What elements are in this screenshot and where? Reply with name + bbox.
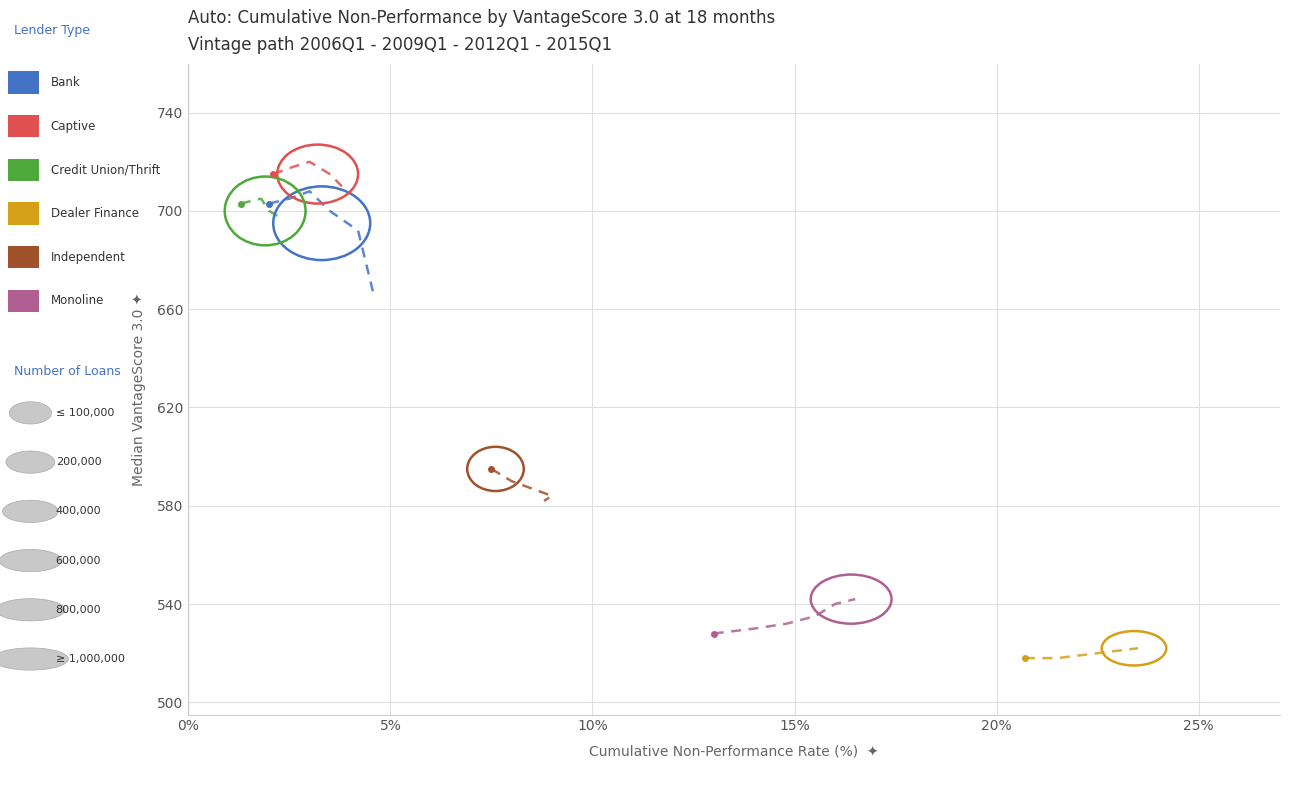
Text: Number of Loans: Number of Loans: [13, 365, 121, 378]
Ellipse shape: [3, 500, 58, 522]
Ellipse shape: [0, 599, 65, 621]
Ellipse shape: [9, 402, 52, 424]
Text: Independent: Independent: [51, 251, 126, 264]
Text: Monoline: Monoline: [51, 295, 104, 307]
Text: Auto: Cumulative Non-Performance by VantageScore 3.0 at 18 months
Vintage path 2: Auto: Cumulative Non-Performance by Vant…: [188, 10, 776, 54]
Text: 800,000: 800,000: [56, 605, 101, 615]
Bar: [8, 202, 39, 225]
Bar: [8, 246, 39, 268]
Text: Dealer Finance: Dealer Finance: [51, 207, 139, 220]
Text: Lender Type: Lender Type: [13, 24, 90, 37]
Bar: [8, 159, 39, 181]
Bar: [8, 115, 39, 137]
Text: ≥ 1,000,000: ≥ 1,000,000: [56, 654, 125, 664]
Bar: [8, 290, 39, 312]
Text: 400,000: 400,000: [56, 507, 101, 516]
Bar: [8, 71, 39, 94]
Ellipse shape: [0, 549, 61, 572]
Text: ≤ 100,000: ≤ 100,000: [56, 408, 114, 418]
Ellipse shape: [0, 648, 69, 670]
Text: 600,000: 600,000: [56, 556, 101, 565]
Text: Captive: Captive: [51, 120, 96, 133]
X-axis label: Cumulative Non-Performance Rate (%)  ✦: Cumulative Non-Performance Rate (%) ✦: [590, 745, 878, 758]
Text: Bank: Bank: [51, 76, 81, 89]
Text: 200,000: 200,000: [56, 457, 101, 467]
Ellipse shape: [6, 451, 55, 473]
Y-axis label: Median VantageScore 3.0 ✦: Median VantageScore 3.0 ✦: [132, 292, 145, 486]
Text: Credit Union/Thrift: Credit Union/Thrift: [51, 164, 160, 176]
